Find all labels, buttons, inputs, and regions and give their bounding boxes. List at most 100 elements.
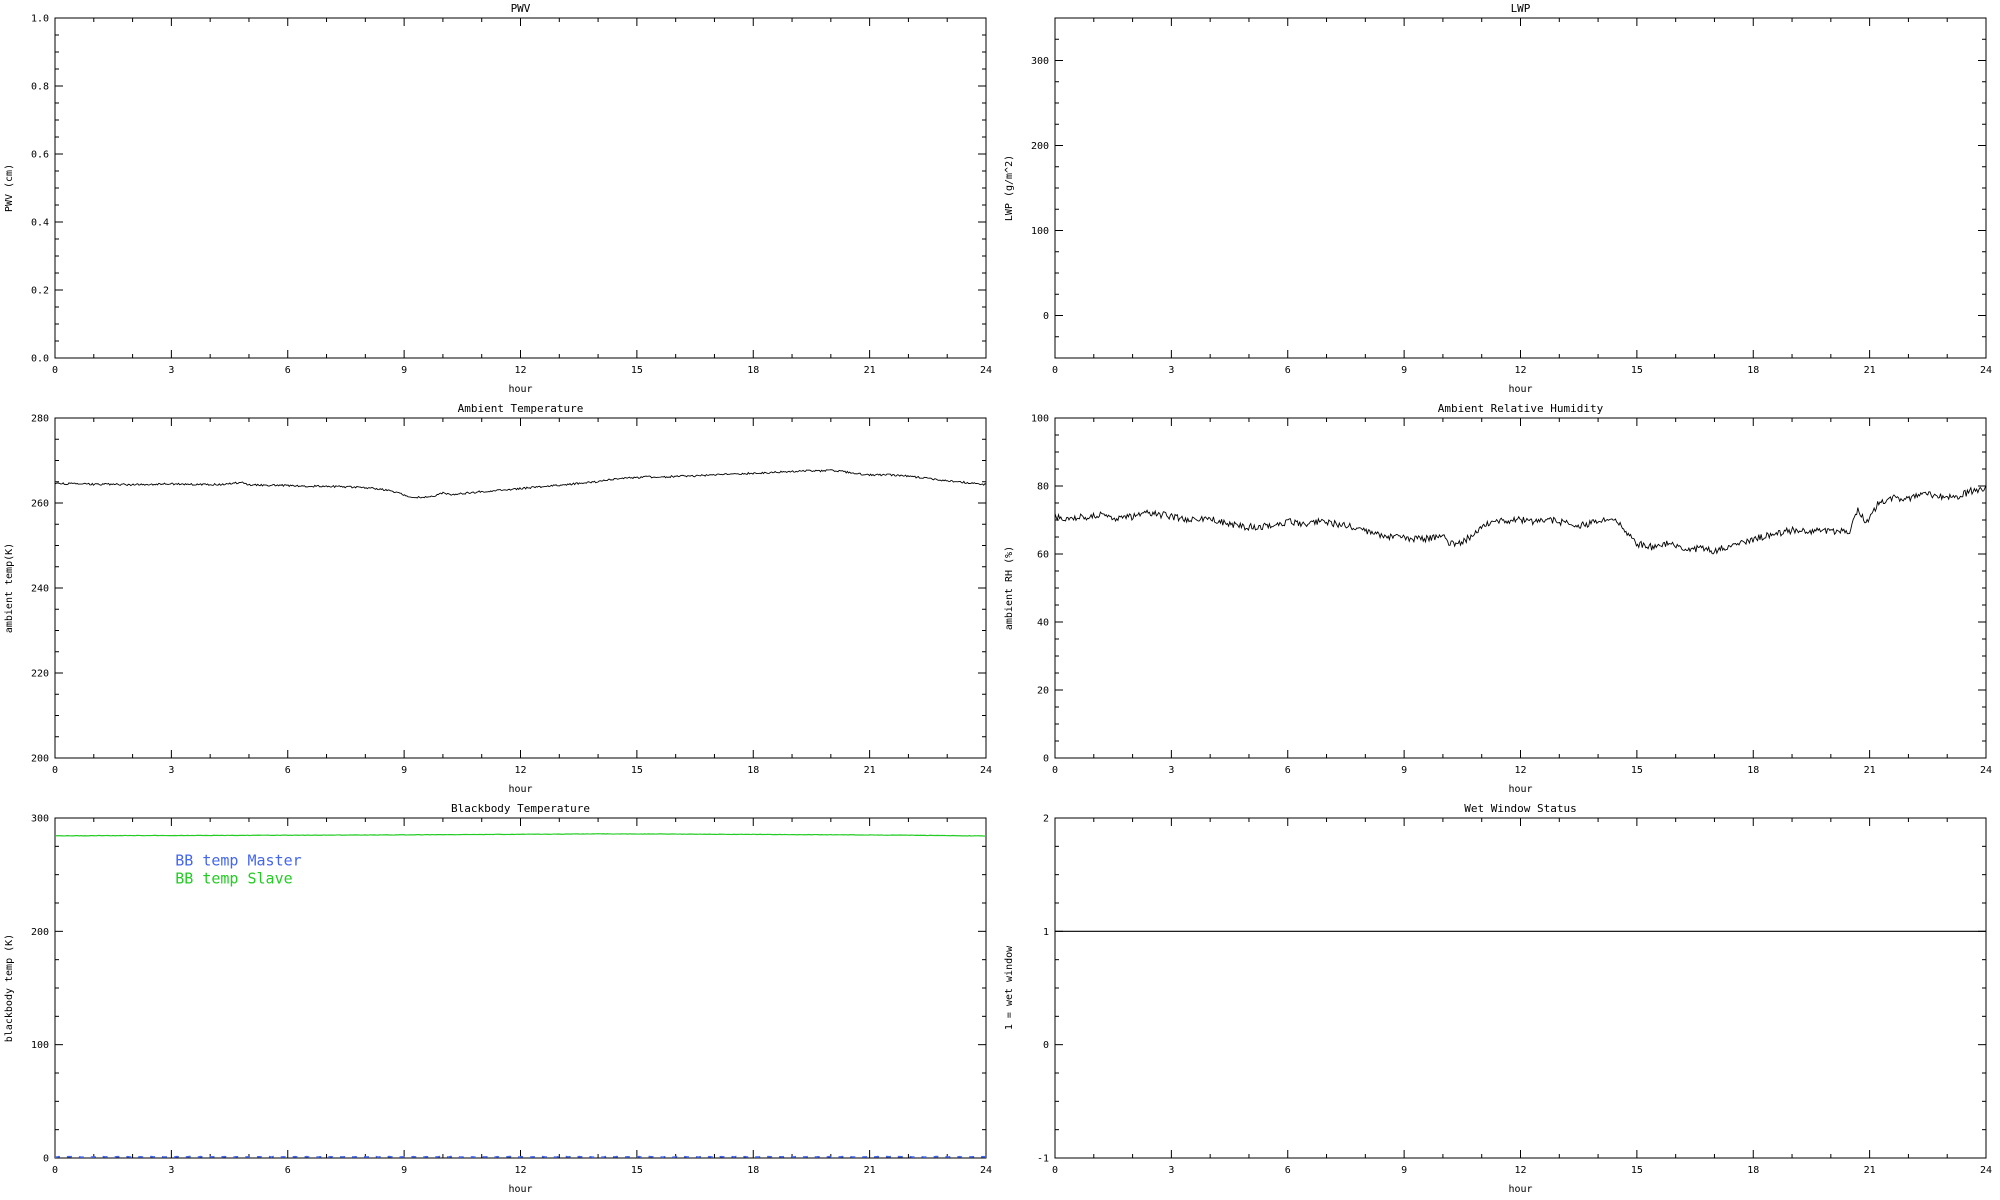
- x-tick-label: 3: [1168, 765, 1174, 776]
- x-tick-label: 0: [52, 365, 58, 376]
- y-tick-label: 0: [43, 1154, 49, 1165]
- chart-title: Wet Window Status: [1464, 802, 1577, 815]
- x-axis-label: hour: [1508, 784, 1532, 795]
- y-tick-label: 200: [1031, 141, 1049, 152]
- y-tick-label: 0: [1043, 311, 1049, 322]
- series-bb-temp-master: [54, 1155, 987, 1159]
- chart-wet-window-status: 0 3 6 9 12 15 18 21 24 -1 0 1 2 Wet Window Status hour…: [1000, 800, 2000, 1200]
- x-tick-label: 6: [1285, 765, 1291, 776]
- x-tick-label: 3: [1168, 1165, 1174, 1176]
- x-tick-label: 6: [1285, 365, 1291, 376]
- y-axis-label: PWV (cm): [4, 164, 15, 212]
- chart-lwp: 0 3 6 9 12 15 18 21 24 0 100 200 300 LWP hour LWP (g/m^…: [1000, 0, 2000, 400]
- y-tick-label: 200: [31, 754, 49, 765]
- chart-svg-pwv: 0 3 6 9 12 15 18 21 24 0.0 0.2 0.4 0.6 0.8 1.0 PWV hour P…: [4, 2, 992, 395]
- y-tick-label: 1.0: [31, 14, 49, 25]
- axis-frame: [1054, 817, 1987, 1159]
- y-tick-label: 2: [1043, 814, 1049, 825]
- x-tick-label: 12: [1514, 365, 1526, 376]
- chart-title: PWV: [511, 2, 531, 15]
- x-tick-label: 24: [980, 1165, 992, 1176]
- x-tick-label: 12: [1514, 765, 1526, 776]
- x-tick-label: 9: [401, 365, 407, 376]
- series-bb-temp-slave: [54, 833, 987, 837]
- x-tick-label: 21: [864, 365, 876, 376]
- chart-title: Ambient Temperature: [458, 402, 584, 415]
- x-tick-label: 24: [980, 365, 992, 376]
- x-tick-label: 15: [1631, 1165, 1643, 1176]
- y-tick-label: 300: [31, 814, 49, 825]
- x-tick-label: 3: [168, 365, 174, 376]
- y-tick-label: 0.0: [31, 354, 49, 365]
- x-tick-label: 6: [285, 765, 291, 776]
- y-tick-label: 1: [1043, 927, 1049, 938]
- x-tick-label: 24: [980, 765, 992, 776]
- y-axis-label: LWP (g/m^2): [1004, 155, 1015, 221]
- y-tick-label: 260: [31, 499, 49, 510]
- chart-svg-ambient-temperature: 0 3 6 9 12 15 18 21 24 200 220 240 260 280 Ambient Tem…: [4, 402, 992, 795]
- y-tick-label: 220: [31, 669, 49, 680]
- y-tick-label: 100: [1031, 414, 1049, 425]
- chart-pwv: 0 3 6 9 12 15 18 21 24 0.0 0.2 0.4 0.6 0.8 1.0 PWV hour P…: [0, 0, 1000, 400]
- y-tick-label: 0.2: [31, 286, 49, 297]
- chart-svg-ambient-relative-humidity: 0 3 6 9 12 15 18 21 24 0 20 40 60 80 100 Ambient Relati…: [1004, 402, 1992, 795]
- x-tick-label: 21: [1864, 365, 1876, 376]
- x-tick-label: 24: [1980, 1165, 1992, 1176]
- axis-frame: [1054, 417, 1987, 759]
- chart-ambient-temperature: 0 3 6 9 12 15 18 21 24 200 220 240 260 280 Ambient Tem…: [0, 400, 1000, 800]
- x-tick-label: 21: [1864, 1165, 1876, 1176]
- x-axis-label: hour: [1508, 384, 1532, 395]
- chart-ambient-relative-humidity: 0 3 6 9 12 15 18 21 24 0 20 40 60 80 100 Ambient Relati…: [1000, 400, 2000, 800]
- axis-frame: [1054, 17, 1987, 359]
- x-tick-label: 18: [1747, 365, 1759, 376]
- x-tick-label: 12: [514, 365, 526, 376]
- x-tick-label: 15: [631, 765, 643, 776]
- x-tick-label: 24: [1980, 765, 1992, 776]
- x-tick-label: 0: [1052, 765, 1058, 776]
- y-axis-label: blackbody temp (K): [4, 934, 15, 1042]
- chart-title: LWP: [1511, 2, 1531, 15]
- x-tick-label: 3: [1168, 365, 1174, 376]
- y-tick-label: 20: [1037, 686, 1049, 697]
- x-tick-label: 3: [168, 765, 174, 776]
- axis-frame: [54, 417, 987, 759]
- x-tick-label: 15: [1631, 765, 1643, 776]
- x-tick-label: 6: [1285, 1165, 1291, 1176]
- x-tick-label: 21: [1864, 765, 1876, 776]
- x-tick-label: 21: [864, 765, 876, 776]
- legend-text: BB temp Slave: [175, 870, 292, 888]
- x-tick-label: 15: [631, 1165, 643, 1176]
- x-axis-label: hour: [508, 784, 532, 795]
- y-tick-label: 100: [31, 1040, 49, 1051]
- x-tick-label: 18: [747, 365, 759, 376]
- series-ambient-rh: [1054, 485, 1987, 555]
- y-tick-label: 300: [1031, 56, 1049, 67]
- chart-svg-blackbody-temperature: 0 3 6 9 12 15 18 21 24 0 100 200 300 Blackbody Temper…: [4, 802, 992, 1195]
- y-tick-label: 0.8: [31, 82, 49, 93]
- y-tick-label: 100: [1031, 226, 1049, 237]
- y-tick-label: 40: [1037, 618, 1049, 629]
- x-tick-label: 12: [1514, 1165, 1526, 1176]
- y-axis-label: ambient RH (%): [1004, 546, 1015, 630]
- chart-blackbody-temperature: 0 3 6 9 12 15 18 21 24 0 100 200 300 Blackbody Temper…: [0, 800, 1000, 1200]
- y-tick-label: 0: [1043, 754, 1049, 765]
- y-tick-label: 80: [1037, 482, 1049, 493]
- y-tick-label: 240: [31, 584, 49, 595]
- y-axis-label: ambient temp(K): [4, 543, 15, 633]
- chart-title: Ambient Relative Humidity: [1438, 402, 1604, 415]
- x-tick-label: 15: [1631, 365, 1643, 376]
- x-tick-label: 6: [285, 1165, 291, 1176]
- y-tick-label: -1: [1037, 1154, 1049, 1165]
- x-axis-label: hour: [508, 1184, 532, 1195]
- x-tick-label: 12: [514, 1165, 526, 1176]
- x-tick-label: 18: [747, 765, 759, 776]
- y-tick-label: 280: [31, 414, 49, 425]
- x-tick-label: 9: [401, 1165, 407, 1176]
- x-axis-label: hour: [1508, 1184, 1532, 1195]
- x-tick-label: 0: [52, 765, 58, 776]
- x-tick-label: 0: [52, 1165, 58, 1176]
- x-tick-label: 9: [1401, 1165, 1407, 1176]
- x-tick-label: 15: [631, 365, 643, 376]
- y-tick-label: 0.6: [31, 150, 49, 161]
